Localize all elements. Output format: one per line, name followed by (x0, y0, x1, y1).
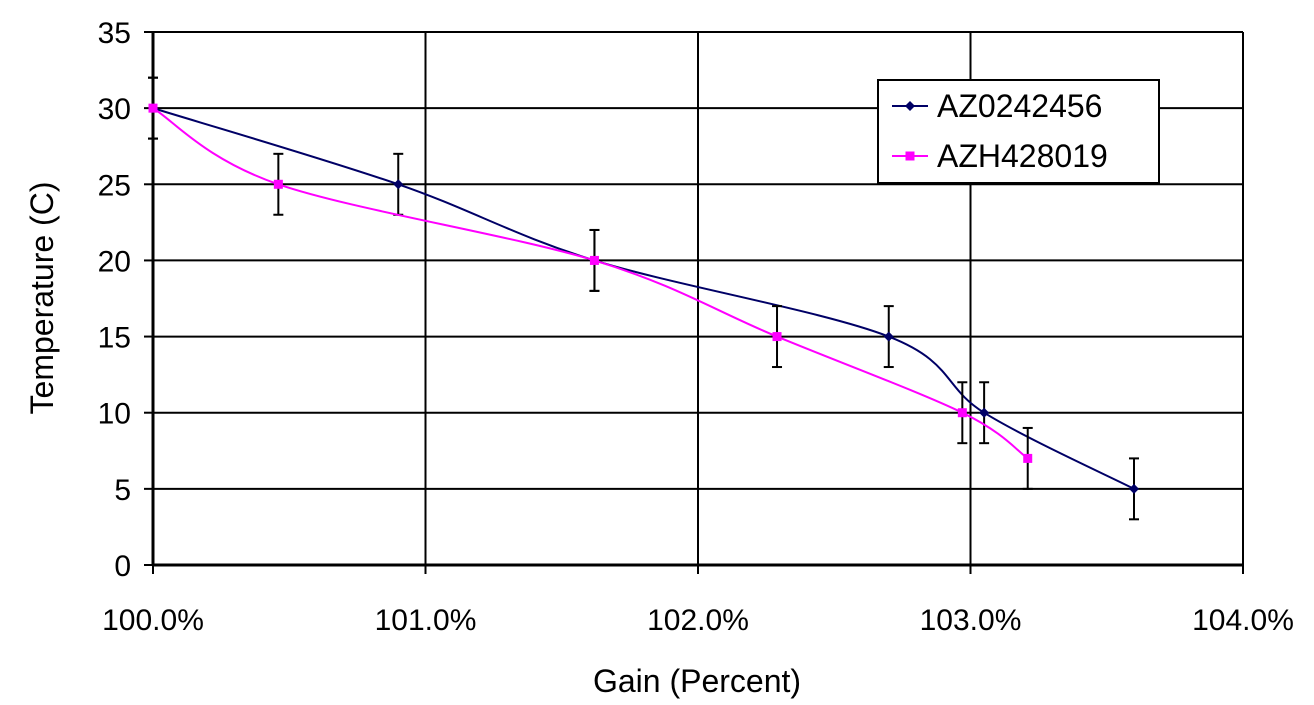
y-tick-label: 25 (98, 169, 131, 202)
y-tick-label: 5 (114, 474, 131, 507)
data-point (273, 179, 283, 189)
x-tick-label: 102.0% (647, 604, 749, 637)
y-tick-label: 35 (98, 17, 131, 50)
x-tick-label: 100.0% (102, 604, 204, 637)
data-point (772, 332, 782, 342)
y-tick-label: 10 (98, 398, 131, 431)
x-tick-labels: 100.0% 101.0% 102.0% 103.0% 104.0% (102, 604, 1294, 637)
data-point (148, 103, 158, 113)
series (148, 76, 1139, 521)
legend: AZ0242456 AZH428019 (877, 79, 1160, 184)
y-axis-title: Temperature (C) (24, 182, 60, 415)
legend-marker (905, 151, 915, 161)
y-tick-labels: 0 5 10 15 20 25 30 35 (98, 17, 131, 583)
legend-entry: AZ0242456 (892, 88, 1102, 124)
legend-label: AZH428019 (937, 138, 1108, 174)
data-point (1129, 483, 1139, 494)
legend-marker (905, 101, 915, 111)
x-tick-label: 103.0% (920, 604, 1022, 637)
x-axis-title: Gain (Percent) (593, 663, 801, 699)
data-point (393, 179, 404, 190)
y-tick-label: 20 (98, 245, 131, 278)
series-AZH428019 (148, 76, 1033, 490)
y-tick-label: 15 (98, 322, 131, 355)
legend-entry: AZH428019 (892, 138, 1108, 174)
legend-label: AZ0242456 (937, 88, 1102, 124)
series-line (152, 107, 1029, 460)
legend-entries: AZ0242456 AZH428019 (892, 88, 1108, 174)
data-point (1023, 453, 1033, 463)
data-point (883, 331, 894, 342)
data-point (957, 408, 967, 418)
data-point (979, 407, 990, 418)
data-point (589, 255, 599, 265)
x-tick-label: 104.0% (1192, 604, 1294, 637)
y-tick-label: 0 (114, 550, 131, 583)
x-tick-label: 101.0% (375, 604, 477, 637)
y-tick-label: 30 (98, 93, 131, 126)
legend-box (877, 79, 1160, 184)
